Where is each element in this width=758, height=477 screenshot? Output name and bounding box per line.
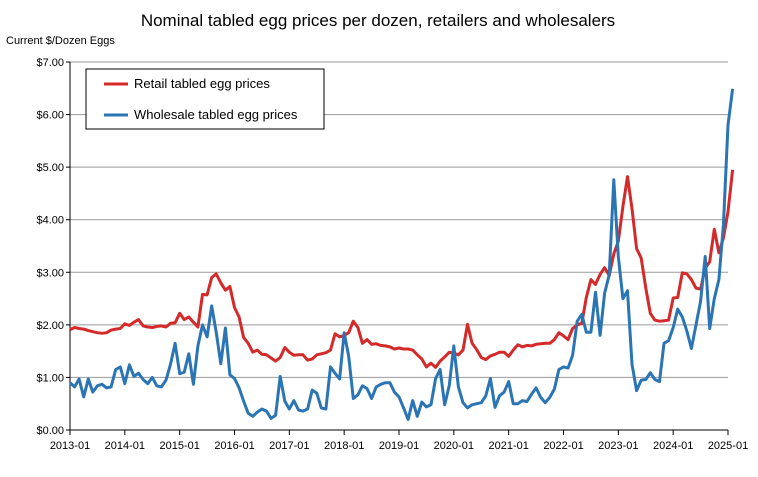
- x-tick-label: 2020-01: [434, 440, 474, 452]
- x-tick-label: 2018-01: [324, 440, 364, 452]
- y-tick-label: $3.00: [36, 267, 64, 279]
- y-tick-label: $4.00: [36, 215, 64, 227]
- axes: [69, 62, 728, 431]
- legend-box: [85, 68, 325, 130]
- series-lines: [68, 88, 735, 421]
- y-tick-label: $7.00: [36, 57, 64, 69]
- legend-label-retail: Retail tabled egg prices: [134, 76, 270, 91]
- y-tick-label: $6.00: [36, 110, 64, 122]
- x-tick-label: 2024-01: [653, 440, 693, 452]
- legend: Retail tabled egg prices Wholesale table…: [85, 68, 325, 130]
- x-tick-label: 2016-01: [214, 440, 254, 452]
- x-tick-label: 2021-01: [488, 440, 528, 452]
- wholesale-price-line: [68, 88, 735, 421]
- x-tick-label: 2023-01: [598, 440, 638, 452]
- x-tick-labels: 2013-01 2014-01 2015-01 2016-01 2017-01 2018-…: [50, 430, 748, 452]
- retail-price-line: [69, 169, 735, 369]
- y-tick-label: $5.00: [36, 162, 64, 174]
- y-tick-label: $2.00: [36, 320, 64, 332]
- x-tick-label: 2025-01: [708, 440, 748, 452]
- chart-title: Nominal tabled egg prices per dozen, ret…: [141, 11, 615, 30]
- x-tick-label: 2013-01: [50, 440, 90, 452]
- x-tick-label: 2022-01: [543, 440, 583, 452]
- x-tick-label: 2019-01: [379, 440, 419, 452]
- legend-label-wholesale: Wholesale tabled egg prices: [134, 107, 298, 122]
- y-tick-label: $1.00: [36, 372, 64, 384]
- y-axis-label: Current $/Dozen Eggs: [6, 35, 115, 47]
- y-tick-label: $0.00: [36, 425, 64, 437]
- x-tick-label: 2017-01: [269, 440, 309, 452]
- x-tick-label: 2015-01: [159, 440, 199, 452]
- y-tick-labels: $0.00 $1.00 $2.00 $3.00 $4.00 $5.00 $6.00 $7.00: [36, 57, 70, 437]
- x-tick-label: 2014-01: [105, 440, 145, 452]
